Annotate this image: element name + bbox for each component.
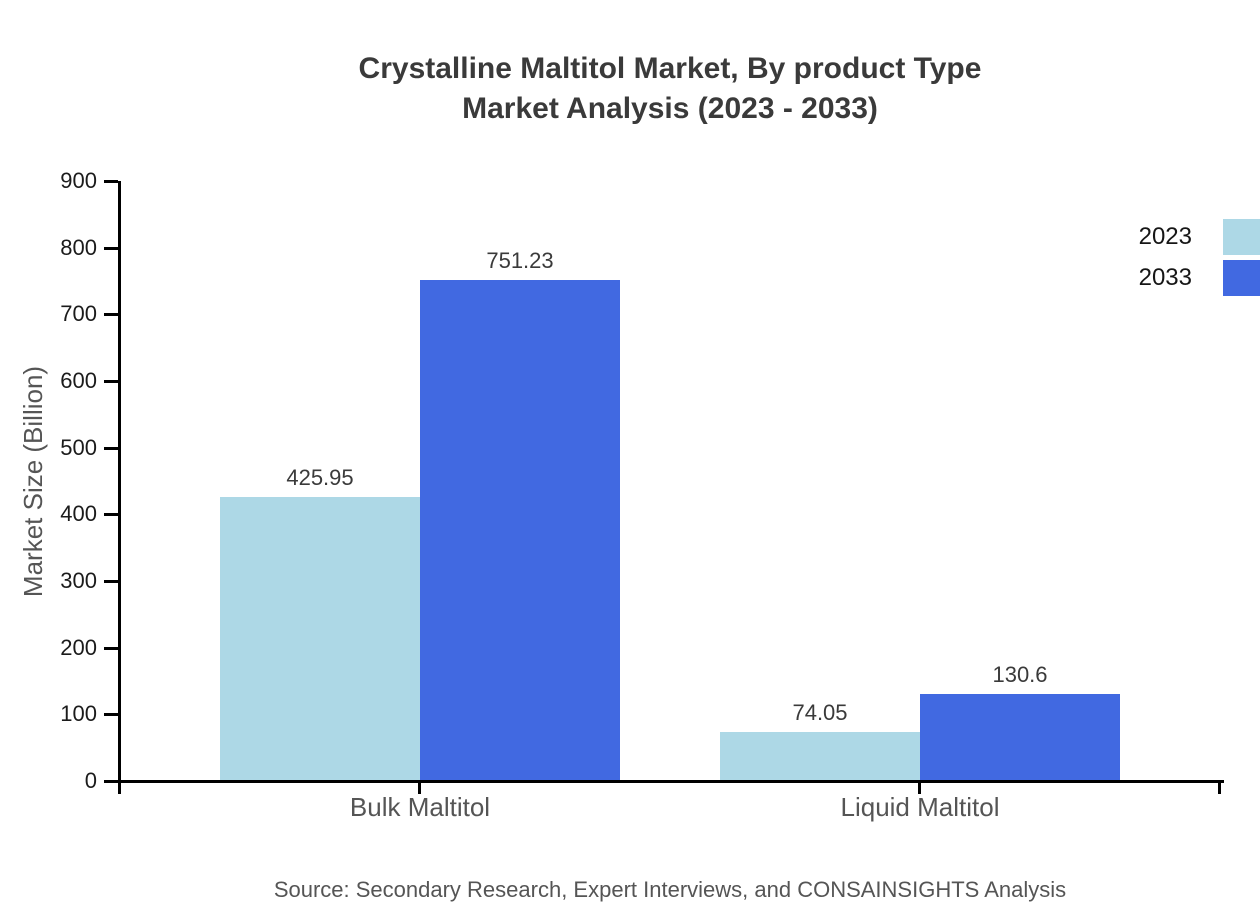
y-tick-label: 100: [60, 701, 97, 727]
y-tick-label: 700: [60, 301, 97, 327]
legend-label-2033: 2033: [1138, 264, 1192, 291]
y-axis-title-wrap: Market Size (Billion): [4, 181, 64, 781]
legend-swatch-2033: [1223, 260, 1260, 296]
bar-value-label: 74.05: [792, 700, 848, 725]
y-tick-mark: [104, 180, 118, 183]
y-tick-label: 300: [60, 568, 97, 593]
y-tick-mark: [104, 580, 118, 583]
x-axis-line: [118, 780, 1224, 783]
y-tick-mark: [104, 646, 118, 650]
legend-row: 2033: [1139, 260, 1260, 296]
bar-2023-liquid-maltitol: [720, 732, 920, 781]
bar-2033-bulk-maltitol: [420, 280, 620, 781]
y-axis-title: Market Size (Billion): [18, 365, 49, 597]
y-tick-label: 800: [60, 234, 97, 260]
y-tick-mark: [104, 513, 118, 517]
legend-swatch-2023: [1223, 219, 1260, 255]
bar-2023-bulk-maltitol: [220, 497, 420, 781]
y-tick-mark: [104, 313, 118, 317]
y-tick-label: 200: [60, 634, 97, 660]
y-tick-label: 0: [84, 768, 97, 793]
y-tick-label: 900: [60, 168, 97, 193]
y-tick-mark: [104, 246, 118, 250]
x-tick-mark: [418, 781, 421, 794]
bar-value-label: 751.23: [486, 248, 554, 273]
x-tick-mark: [918, 781, 921, 794]
y-axis-line: [118, 181, 121, 794]
chart-title-line1: Crystalline Maltitol Market, By product …: [358, 52, 982, 85]
x-tick-mark: [1218, 781, 1221, 794]
legend-row: 2023: [1139, 219, 1260, 255]
bar-value-label: 425.95: [286, 465, 354, 490]
x-category-label: Bulk Maltitol: [349, 792, 491, 822]
chart-title-line2: Market Analysis (2023 - 2033): [462, 92, 878, 125]
x-category-label: Liquid Maltitol: [840, 792, 1000, 822]
y-tick-mark: [104, 780, 118, 783]
y-tick-label: 600: [60, 368, 97, 393]
plot-area: 425.95 751.23 74.05 130.6 0 100 200 300 400 500 6…: [60, 168, 1224, 822]
source-text: Source: Secondary Research, Expert Inter…: [273, 877, 1067, 902]
y-tick-mark: [104, 380, 118, 383]
y-tick-mark: [104, 713, 118, 717]
bar-2033-liquid-maltitol: [920, 694, 1120, 781]
y-tick-label: 500: [60, 434, 97, 460]
legend: 2023 2033: [1139, 219, 1260, 301]
chart-title: Crystalline Maltitol Market, By product …: [80, 49, 1260, 129]
y-tick-mark: [104, 446, 118, 450]
legend-label-2023: 2023: [1138, 223, 1192, 250]
bar-value-label: 130.6: [992, 662, 1048, 687]
x-tick-mark: [118, 781, 121, 794]
y-tick-label: 400: [60, 501, 97, 527]
